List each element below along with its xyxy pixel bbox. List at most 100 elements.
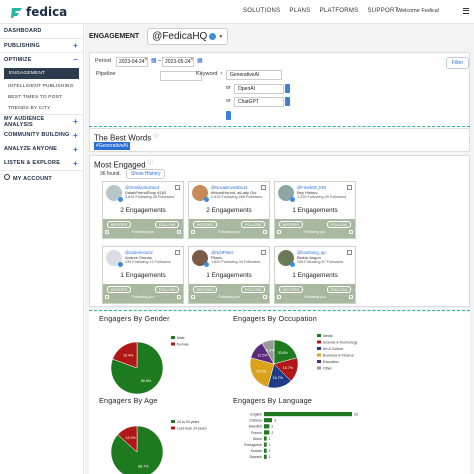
history-button[interactable]: HISTORY xyxy=(279,221,303,228)
welcome-text[interactable]: Welcome Fedica! xyxy=(397,8,440,14)
avatar[interactable] xyxy=(278,250,295,267)
engager-handle[interactable]: @NovasInvestbe14 xyxy=(211,185,248,190)
follow-button[interactable]: FOLLOW xyxy=(327,221,351,228)
language-bar[interactable] xyxy=(264,436,267,441)
avatar[interactable] xyxy=(192,250,209,267)
pipeline-select[interactable] xyxy=(160,71,202,81)
pie-slice-0-0[interactable] xyxy=(110,341,164,395)
sidebar-item-analyze-anyone[interactable]: ANALYZE ANYONE + xyxy=(4,144,78,154)
list-icon[interactable] xyxy=(105,295,109,299)
nav-plans[interactable]: PLANS xyxy=(289,8,311,14)
sidebar-item-community-building[interactable]: COMMUNITY BUILDING + xyxy=(4,130,78,140)
keyword-toggle-button[interactable] xyxy=(285,84,290,93)
filter-button[interactable]: Filter xyxy=(446,57,470,69)
pie-slice-1-5[interactable] xyxy=(261,339,275,365)
engager-handle[interactable]: @OmnilaAkazond xyxy=(125,185,159,190)
bar-value-label: 1 xyxy=(269,443,271,447)
sidebar-sub-engagement[interactable]: ENGAGEMENT xyxy=(4,68,79,79)
history-button[interactable]: HISTORY xyxy=(193,221,217,228)
follow-button[interactable]: FOLLOW xyxy=(241,221,265,228)
bar-value-label: 2 xyxy=(271,431,273,435)
word-tag[interactable]: #GenerativeAI xyxy=(94,142,130,150)
clear-icon[interactable]: × xyxy=(144,57,148,63)
follow-button[interactable]: FOLLOW xyxy=(241,286,265,293)
nav-platforms[interactable]: PLATFORMS xyxy=(319,8,359,14)
list-icon[interactable] xyxy=(191,230,195,234)
sidebar-sub-best-times[interactable]: BEST TIMES TO POST xyxy=(8,95,63,100)
sidebar-item-optimize[interactable]: OPTIMIZE – xyxy=(0,52,83,66)
account-selector[interactable]: @FedicaHQ ▼ xyxy=(147,28,229,45)
info-icon[interactable]: ⓘ xyxy=(153,133,159,139)
select-checkbox[interactable] xyxy=(175,185,180,190)
select-checkbox[interactable] xyxy=(347,185,352,190)
language-bar[interactable] xyxy=(264,412,352,417)
language-bar[interactable] xyxy=(264,430,270,435)
avatar[interactable] xyxy=(106,185,123,202)
keyword-input-3[interactable]: ChatGPT xyxy=(234,97,284,107)
history-button[interactable]: HISTORY xyxy=(107,286,131,293)
language-bar[interactable] xyxy=(264,448,267,453)
engager-handle[interactable]: @Freeb00_ERI xyxy=(297,185,327,190)
pie-slice-0-1[interactable] xyxy=(112,341,138,369)
list-icon[interactable] xyxy=(277,230,281,234)
sidebar-item-listen-explore[interactable]: LISTEN & EXPLORE + xyxy=(4,158,78,168)
history-button[interactable]: HISTORY xyxy=(193,286,217,293)
engager-handle[interactable]: @bombong_ap xyxy=(297,250,326,255)
sidebar-item-audience-analysis[interactable]: MY AUDIENCE ANALYSIS + xyxy=(0,114,83,128)
keyword-input-1[interactable]: GenerativeAI xyxy=(226,70,282,80)
language-bar[interactable] xyxy=(264,442,267,447)
select-checkbox[interactable] xyxy=(347,250,352,255)
history-button[interactable]: HISTORY xyxy=(107,221,131,228)
remove-keyword-icon[interactable]: × xyxy=(220,71,223,77)
sidebar-sub-intelligent-publishing[interactable]: INTELLIGENT PUBLISHING xyxy=(8,84,74,89)
pie-slice-1-3[interactable] xyxy=(249,357,275,388)
message-icon[interactable] xyxy=(263,230,267,234)
avatar[interactable] xyxy=(192,185,209,202)
engager-handle[interactable]: @ardenmoon2 xyxy=(125,250,153,255)
select-checkbox[interactable] xyxy=(261,250,266,255)
follow-button[interactable]: FOLLOW xyxy=(327,286,351,293)
message-icon[interactable] xyxy=(349,295,353,299)
show-history-button[interactable]: Show History xyxy=(126,169,166,179)
engager-handle[interactable]: @Nd4Plans xyxy=(211,250,234,255)
add-keyword-button[interactable] xyxy=(226,111,231,120)
bar-value-label: 1 xyxy=(269,437,271,441)
calendar-icon[interactable]: ▦ xyxy=(151,58,157,64)
message-icon[interactable] xyxy=(349,230,353,234)
language-bar[interactable] xyxy=(264,418,272,423)
list-icon[interactable] xyxy=(105,230,109,234)
keyword-input-2[interactable]: OpenAI xyxy=(234,84,284,94)
hamburger-menu-icon[interactable] xyxy=(463,8,469,14)
sidebar-sub-trends-by-city[interactable]: TRENDS BY CITY xyxy=(8,106,51,111)
avatar[interactable] xyxy=(278,185,295,202)
calendar-icon[interactable]: ▦ xyxy=(197,58,203,64)
follow-button[interactable]: FOLLOW xyxy=(155,221,179,228)
list-icon[interactable] xyxy=(277,295,281,299)
keyword-toggle-button[interactable] xyxy=(285,97,290,106)
history-button[interactable]: HISTORY xyxy=(279,286,303,293)
nav-support[interactable]: SUPPORT xyxy=(367,8,399,14)
select-checkbox[interactable] xyxy=(261,185,266,190)
nav-solutions[interactable]: SOLUTIONS xyxy=(243,8,281,14)
follow-button[interactable]: FOLLOW xyxy=(155,286,179,293)
sidebar-item-my-account[interactable]: MY ACCOUNT xyxy=(0,170,83,184)
date-end-input[interactable]: 2023-05-24 xyxy=(162,57,194,67)
list-icon[interactable] xyxy=(191,295,195,299)
message-icon[interactable] xyxy=(177,295,181,299)
card-actions: HISTORY FOLLOW Following you xyxy=(103,284,183,303)
pie-slice-2-1[interactable] xyxy=(117,425,138,453)
message-icon[interactable] xyxy=(177,230,181,234)
language-bar[interactable] xyxy=(264,424,270,429)
select-checkbox[interactable] xyxy=(175,250,180,255)
sidebar-item-dashboard[interactable]: DASHBOARD xyxy=(4,28,42,34)
brand-logo[interactable]: fedica xyxy=(10,5,67,19)
date-start-input[interactable]: 2023-04-24 xyxy=(116,57,148,67)
avatar[interactable] xyxy=(106,250,123,267)
engager-name: Bedok Angon xyxy=(297,255,321,260)
charts-svg: 80.6% 19.4% Male Female 20.8% 16.7% 16.7% 25.0%… xyxy=(110,334,358,474)
info-icon[interactable]: ⓘ xyxy=(147,160,153,166)
clear-icon[interactable]: × xyxy=(190,57,194,63)
message-icon[interactable] xyxy=(263,295,267,299)
sidebar-item-publishing[interactable]: PUBLISHING + xyxy=(0,38,83,52)
language-bar[interactable] xyxy=(264,454,267,459)
